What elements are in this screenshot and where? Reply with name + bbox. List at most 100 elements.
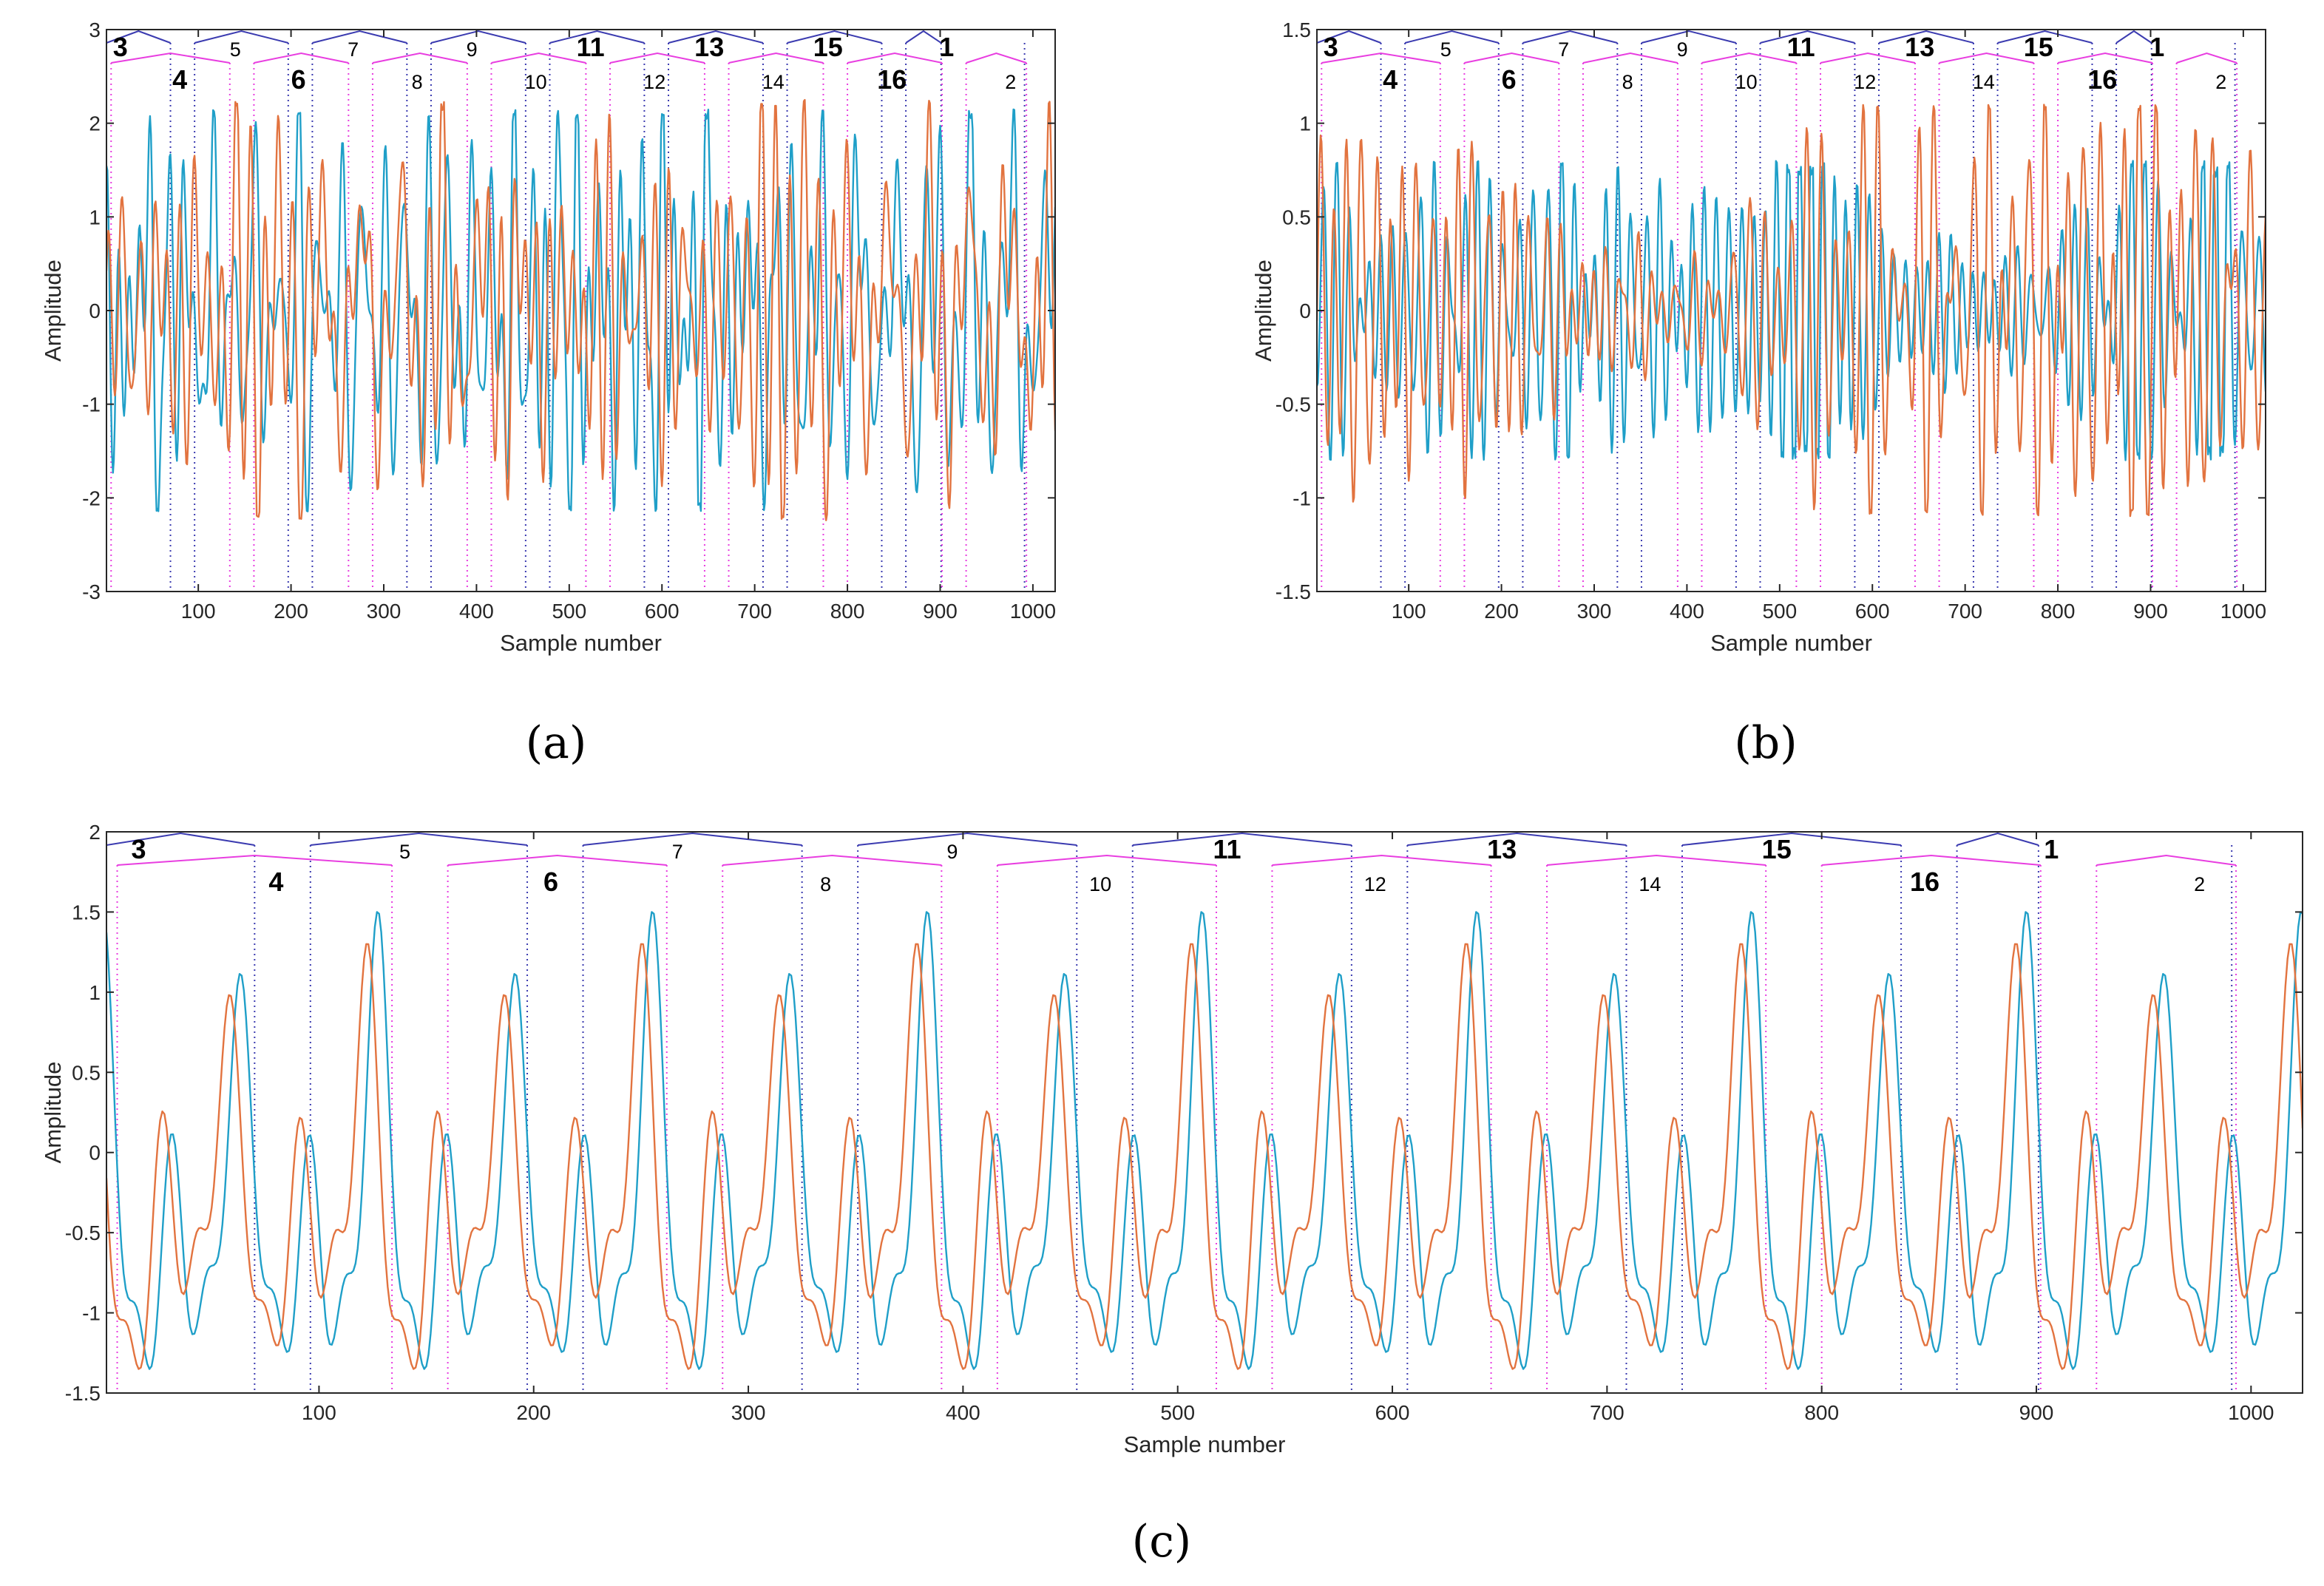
- segment-label: 6: [1502, 64, 1517, 95]
- y-tick-label: 0: [89, 1142, 101, 1165]
- panel-caption: (a): [526, 717, 587, 769]
- y-tick-label: -3: [82, 580, 101, 603]
- x-tick-label: 600: [1855, 600, 1890, 623]
- magenta-window-envelope: [1701, 52, 1797, 64]
- segment-label: 14: [762, 71, 785, 93]
- blue-window-envelope: [106, 832, 255, 846]
- y-axis-title: Amplitude: [40, 1062, 66, 1164]
- segment-label: 12: [1364, 873, 1386, 895]
- blue-window-envelope: [430, 30, 526, 44]
- magenta-window-envelope: [1546, 854, 1766, 866]
- segment-label: 16: [2087, 64, 2117, 95]
- magenta-window-envelope: [2057, 52, 2153, 64]
- y-tick-label: 2: [89, 821, 101, 844]
- blue-window-envelope: [310, 832, 528, 846]
- x-tick-label: 300: [731, 1401, 766, 1424]
- x-tick-label: 500: [1160, 1401, 1195, 1424]
- magenta-window-envelope: [1321, 52, 1440, 64]
- x-tick-label: 400: [1670, 600, 1704, 623]
- segment-label: 7: [1558, 38, 1569, 61]
- y-tick-label: 0: [1299, 299, 1311, 322]
- segment-label: 5: [1440, 38, 1451, 61]
- blue-window-envelope: [583, 832, 802, 846]
- panel-caption: (b): [1734, 717, 1797, 769]
- segment-label: 8: [1622, 71, 1633, 93]
- blue-window-envelope: [905, 30, 942, 44]
- segment-label: 6: [291, 64, 306, 95]
- blue-window-envelope: [1957, 832, 2039, 846]
- x-tick-label: 700: [737, 600, 772, 623]
- magenta-window-envelope: [997, 854, 1217, 866]
- plot-area: [106, 832, 2303, 1393]
- magenta-window-envelope: [609, 52, 705, 64]
- x-tick-label: 900: [2019, 1401, 2054, 1424]
- plot-area: [106, 30, 1055, 592]
- segment-label: 1: [2044, 834, 2059, 864]
- y-tick-label: 0.5: [72, 1061, 101, 1084]
- segment-label: 8: [820, 873, 831, 895]
- segment-label: 1: [939, 32, 954, 62]
- y-tick-label: 1.5: [72, 901, 101, 924]
- blue-window-envelope: [1641, 30, 1737, 44]
- magenta-window-envelope: [491, 52, 586, 64]
- x-tick-label: 400: [946, 1401, 980, 1424]
- magenta-window-envelope: [117, 854, 393, 866]
- segment-label: 3: [132, 834, 146, 864]
- magenta-window-envelope: [447, 854, 667, 866]
- segment-label: 15: [2024, 32, 2053, 62]
- x-tick-label: 100: [1392, 600, 1426, 623]
- segment-label: 3: [1324, 32, 1338, 62]
- x-tick-label: 600: [645, 600, 680, 623]
- blue-window-envelope: [1407, 832, 1627, 846]
- segment-label: 11: [1787, 32, 1815, 62]
- y-axis-title: Amplitude: [1250, 260, 1276, 362]
- magenta-window-envelope: [372, 52, 468, 64]
- x-tick-label: 900: [2133, 600, 2168, 623]
- y-tick-label: 0.5: [1282, 206, 1311, 228]
- y-tick-label: -1: [82, 393, 101, 416]
- segment-label: 2: [1005, 71, 1016, 93]
- panel-caption: (c): [1132, 1516, 1191, 1568]
- y-tick-label: -1: [82, 1302, 101, 1325]
- y-tick-label: 1: [89, 206, 101, 228]
- x-tick-label: 500: [552, 600, 586, 623]
- magenta-window-envelope: [1464, 52, 1559, 64]
- blue-window-envelope: [549, 30, 645, 44]
- segment-label: 11: [577, 32, 605, 62]
- segment-label: 2: [2215, 71, 2226, 93]
- segment-label: 9: [1677, 38, 1688, 61]
- y-tick-label: -1: [1293, 487, 1311, 509]
- magenta-window-envelope: [1939, 52, 2034, 64]
- x-tick-label: 100: [302, 1401, 336, 1424]
- magenta-window-envelope: [1821, 854, 2041, 866]
- magenta-window-envelope: [1820, 52, 1916, 64]
- x-tick-label: 500: [1762, 600, 1797, 623]
- blue-window-envelope: [787, 30, 882, 44]
- blue-window-envelope: [1878, 30, 1974, 44]
- segment-label: 9: [467, 38, 478, 61]
- x-tick-label: 800: [1804, 1401, 1839, 1424]
- segment-label: 10: [525, 71, 547, 93]
- x-tick-label: 300: [367, 600, 402, 623]
- segment-label: 9: [946, 841, 958, 863]
- segment-label: 5: [230, 38, 241, 61]
- blue-window-envelope: [312, 30, 407, 44]
- series-line-2: [1317, 104, 2266, 518]
- segment-label: 13: [694, 32, 724, 62]
- series-line-2: [106, 943, 2303, 1370]
- plot-area: [1317, 30, 2266, 592]
- magenta-window-envelope: [254, 52, 349, 64]
- x-tick-label: 1000: [2220, 600, 2266, 623]
- blue-window-envelope: [1681, 832, 1902, 846]
- segment-label: 16: [1910, 867, 1940, 897]
- y-tick-label: 1.5: [1282, 18, 1311, 41]
- x-tick-label: 800: [830, 600, 865, 623]
- blue-window-envelope: [1404, 30, 1500, 44]
- magenta-window-envelope: [728, 52, 824, 64]
- series-line-1: [106, 911, 2303, 1370]
- y-tick-label: -1.5: [65, 1382, 101, 1405]
- magenta-window-envelope: [2176, 52, 2237, 64]
